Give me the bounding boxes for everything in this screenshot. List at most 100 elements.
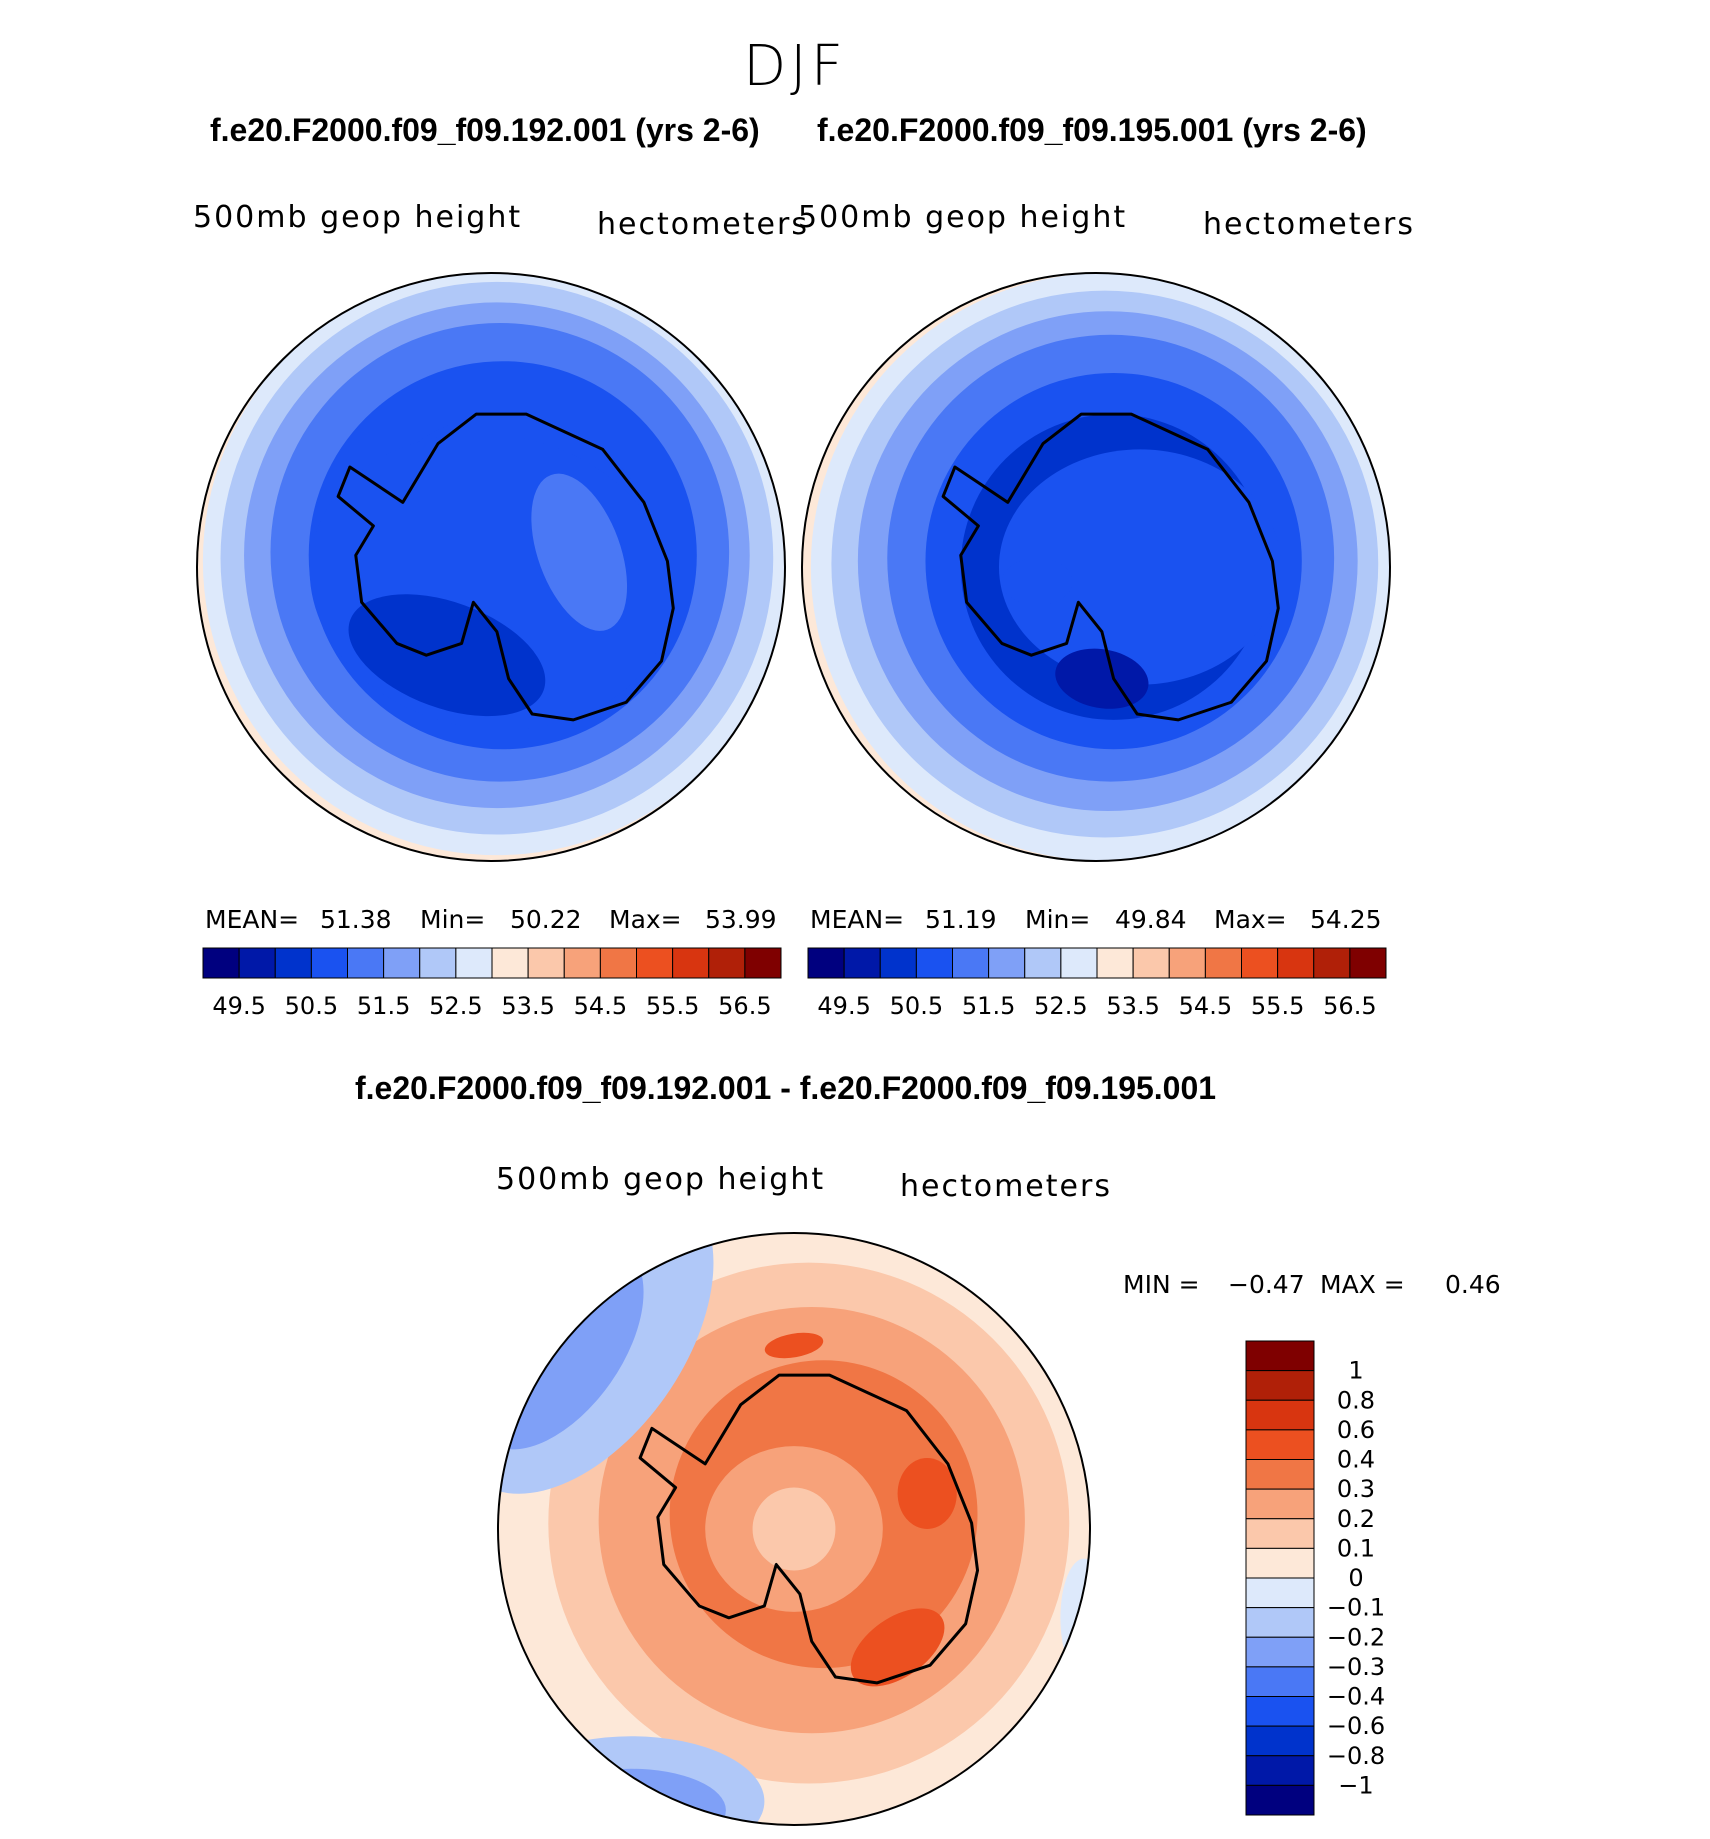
colorbar-tick-label: 53.5 xyxy=(1106,992,1159,1020)
panel2-max-label: Max= xyxy=(1214,905,1287,934)
diff-variable: 500mb geop height xyxy=(496,1162,826,1197)
colorbar-swatch xyxy=(636,947,674,979)
colorbar-swatch xyxy=(419,947,457,979)
colorbar-tick-label: 0.8 xyxy=(1337,1386,1375,1414)
colorbar-tick-label: 0.1 xyxy=(1337,1534,1375,1562)
colorbar-tick-label: 52.5 xyxy=(429,992,482,1020)
colorbar-tick-label: −0.2 xyxy=(1327,1623,1385,1651)
colorbar-swatch xyxy=(455,947,493,979)
colorbar-tick-label: 0.3 xyxy=(1337,1475,1375,1503)
colorbar-swatch xyxy=(1245,1666,1315,1697)
panel2-map xyxy=(801,272,1391,862)
colorbar-swatch xyxy=(347,947,385,979)
colorbar-swatch xyxy=(1245,1370,1315,1401)
colorbar-swatch xyxy=(1245,1755,1315,1786)
panel2-variable: 500mb geop height xyxy=(798,200,1128,235)
colorbar-swatch xyxy=(952,947,990,979)
contour-region xyxy=(764,1332,824,1359)
colorbar-swatch xyxy=(744,947,782,979)
colorbar-swatch xyxy=(1024,947,1062,979)
colorbar-tick-label: −1 xyxy=(1338,1771,1373,1799)
colorbar-swatch xyxy=(1245,1429,1315,1460)
contour-region xyxy=(348,594,546,717)
colorbar-tick-label: 54.5 xyxy=(574,992,627,1020)
panel1-units: hectometers xyxy=(597,207,809,242)
colorbar-swatch xyxy=(1245,1340,1315,1372)
colorbar-swatch xyxy=(672,947,710,979)
colorbar-tick-label: −0.8 xyxy=(1327,1742,1385,1770)
colorbar-swatch xyxy=(1245,1399,1315,1431)
contour-region xyxy=(531,473,628,631)
colorbar-swatch xyxy=(1096,947,1134,979)
colorbar-tick-label: 49.5 xyxy=(817,992,870,1020)
colorbar-tick-label: 1 xyxy=(1348,1357,1363,1385)
colorbar-tick-label: −0.3 xyxy=(1327,1653,1385,1681)
colorbar-tick-label: 52.5 xyxy=(1034,992,1087,1020)
contour-region xyxy=(998,449,1282,685)
colorbar-swatch xyxy=(599,947,637,979)
colorbar-swatch xyxy=(1245,1577,1315,1609)
antarctica-coastline xyxy=(941,412,1280,722)
panel1-min-value: 50.22 xyxy=(510,905,582,934)
colorbar-swatch xyxy=(238,947,276,979)
colorbar-tick-label: 50.5 xyxy=(890,992,943,1020)
panel2-min-label: Min= xyxy=(1025,905,1091,934)
colorbar-swatch xyxy=(915,947,953,979)
diff-units: hectometers xyxy=(900,1169,1112,1204)
colorbar-swatch xyxy=(202,947,240,979)
panel2-case-title: f.e20.F2000.f09_f09.195.001 (yrs 2-6) xyxy=(817,112,1367,148)
colorbar-swatch xyxy=(1241,947,1279,979)
panel1-colorbar: 49.5 50.5 51.5 52.5 53.5 54.5 55.5 56.5 xyxy=(202,947,782,1020)
panel1-max-label: Max= xyxy=(609,905,682,934)
panel1-mean-value: 51.38 xyxy=(320,905,392,934)
colorbar-swatch xyxy=(310,947,348,979)
colorbar-swatch xyxy=(1277,947,1315,979)
colorbar-swatch xyxy=(1245,1488,1315,1520)
colorbar-tick-label: 51.5 xyxy=(962,992,1015,1020)
colorbar-swatch xyxy=(1245,1547,1315,1579)
colorbar-swatch xyxy=(491,947,529,979)
colorbar-swatch xyxy=(1245,1784,1315,1816)
panel1-mean-label: MEAN= xyxy=(205,905,300,934)
colorbar-tick-label: 55.5 xyxy=(646,992,699,1020)
colorbar-swatch xyxy=(879,947,917,979)
panel1-variable: 500mb geop height xyxy=(193,200,523,235)
colorbar-tick-label: 54.5 xyxy=(1179,992,1232,1020)
colorbar-swatch xyxy=(1313,947,1351,979)
colorbar-swatch xyxy=(1245,1636,1315,1668)
antarctica-coastline xyxy=(638,1373,980,1685)
contour-region xyxy=(1060,1558,1090,1677)
antarctica-coastline xyxy=(336,412,675,722)
diff-min-label: MIN = xyxy=(1123,1270,1200,1299)
colorbar-tick-label: 49.5 xyxy=(212,992,265,1020)
colorbar-tick-label: −0.6 xyxy=(1327,1712,1385,1740)
colorbar-swatch xyxy=(563,947,601,979)
panel2-min-value: 49.84 xyxy=(1115,905,1187,934)
panel1-max-value: 53.99 xyxy=(705,905,777,934)
colorbar-tick-label: 56.5 xyxy=(1323,992,1376,1020)
colorbar-swatch xyxy=(1132,947,1170,979)
diff-max-value: 0.46 xyxy=(1445,1270,1501,1299)
colorbar-tick-label: 51.5 xyxy=(357,992,410,1020)
diff-max-label: MAX = xyxy=(1320,1270,1405,1299)
colorbar-tick-label: 0.2 xyxy=(1337,1505,1375,1533)
colorbar-swatch xyxy=(383,947,421,979)
colorbar-tick-label: 50.5 xyxy=(285,992,338,1020)
colorbar-swatch xyxy=(1245,1518,1315,1549)
colorbar-tick-label: 0 xyxy=(1348,1564,1363,1592)
colorbar-swatch xyxy=(988,947,1026,979)
colorbar-swatch xyxy=(1245,1696,1315,1727)
diff-colorbar: 10.80.60.40.30.20.10−0.1−0.2−0.3−0.4−0.6… xyxy=(1245,1340,1385,1816)
contour-region xyxy=(1001,558,1073,606)
colorbar-swatch xyxy=(708,947,746,979)
colorbar-swatch xyxy=(1168,947,1206,979)
panel2-units: hectometers xyxy=(1203,207,1415,242)
panel2-max-value: 54.25 xyxy=(1310,905,1382,934)
colorbar-swatch xyxy=(1204,947,1242,979)
colorbar-tick-label: 53.5 xyxy=(501,992,554,1020)
panel2-colorbar: 49.5 50.5 51.5 52.5 53.5 54.5 55.5 56.5 xyxy=(807,947,1387,1020)
colorbar-swatch xyxy=(1245,1607,1315,1638)
panel2-mean-value: 51.19 xyxy=(925,905,997,934)
contour-region xyxy=(850,1608,945,1687)
colorbar-tick-label: 0.4 xyxy=(1337,1446,1375,1474)
